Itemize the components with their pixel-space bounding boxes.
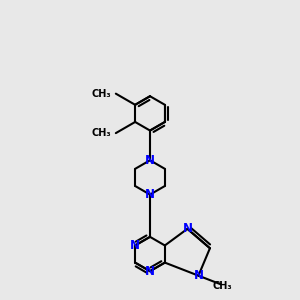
Text: N: N — [182, 222, 192, 235]
Text: CH₃: CH₃ — [212, 281, 232, 291]
Text: CH₃: CH₃ — [92, 89, 111, 99]
Text: CH₃: CH₃ — [92, 128, 111, 138]
Text: N: N — [145, 265, 155, 278]
Text: N: N — [145, 154, 155, 167]
Text: N: N — [145, 188, 155, 201]
Text: N: N — [194, 269, 203, 282]
Text: N: N — [130, 239, 140, 252]
